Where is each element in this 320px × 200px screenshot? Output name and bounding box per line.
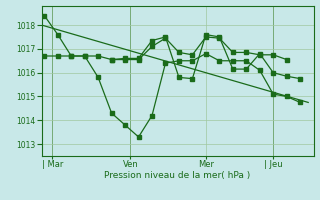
X-axis label: Pression niveau de la mer( hPa ): Pression niveau de la mer( hPa ) bbox=[104, 171, 251, 180]
